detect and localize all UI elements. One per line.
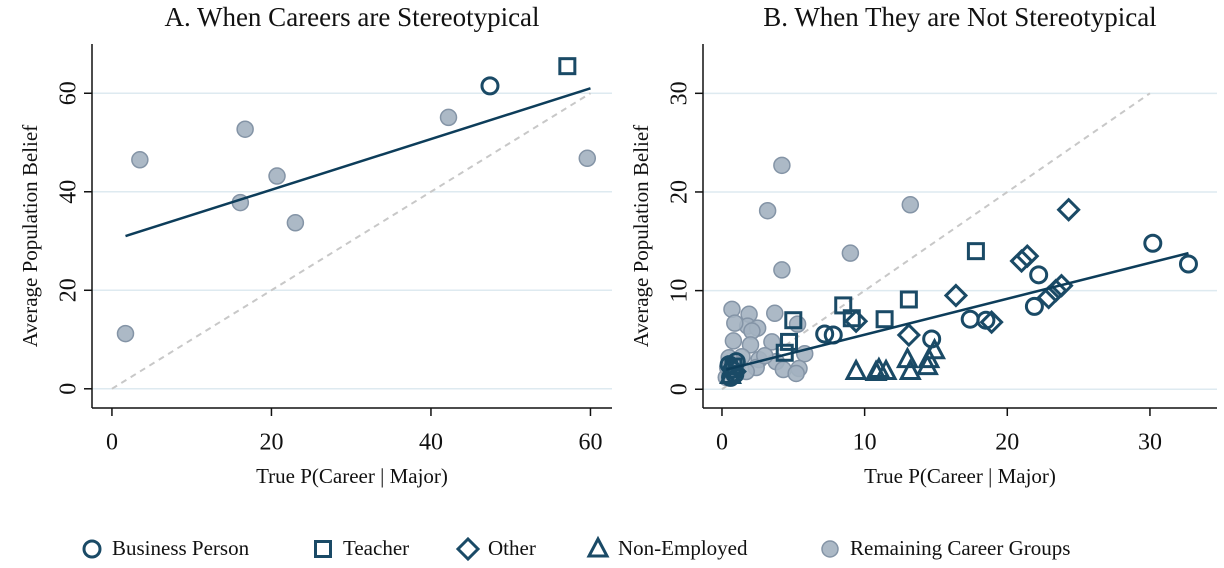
circle-marker xyxy=(480,76,500,96)
legend-label: Non-Employed xyxy=(618,536,748,560)
y-tick-label: 10 xyxy=(667,279,693,303)
dot-marker xyxy=(841,244,860,262)
dot-marker xyxy=(131,151,149,169)
circle-marker xyxy=(726,352,746,372)
diamond-marker xyxy=(1036,285,1061,310)
circle-marker xyxy=(1178,254,1198,274)
dot-marker xyxy=(236,120,254,138)
y-tick-label: 60 xyxy=(56,81,82,105)
diagonal-line xyxy=(721,92,1151,391)
dot-marker xyxy=(726,314,744,332)
x-tick-label: 0 xyxy=(106,430,118,456)
dot-marker xyxy=(724,332,743,350)
dot-marker xyxy=(788,315,807,333)
dot-marker xyxy=(766,304,784,323)
legend-label: Remaining Career Groups xyxy=(850,536,1070,560)
chart-title: B. When They are Not Stereotypical xyxy=(763,2,1156,32)
legend-label: Teacher xyxy=(343,536,409,560)
dot-marker xyxy=(773,156,791,175)
dot-marker xyxy=(741,336,760,354)
dot-marker xyxy=(901,196,920,214)
triangle-marker xyxy=(898,358,922,381)
triangle-marker xyxy=(915,353,939,376)
triangle-marker xyxy=(923,337,947,360)
dot-marker xyxy=(268,167,286,185)
x-tick-label: 10 xyxy=(853,430,877,456)
triangle-marker xyxy=(844,358,868,381)
y-tick-label: 20 xyxy=(667,180,693,204)
dot-marker xyxy=(787,364,805,383)
x-axis-label: True P(Career | Major) xyxy=(256,464,448,488)
x-tick-label: 20 xyxy=(995,430,1019,456)
y-tick-label: 30 xyxy=(667,81,693,105)
fit-line xyxy=(725,251,1189,371)
diamond-marker xyxy=(1056,197,1081,222)
diamond-marker xyxy=(1009,248,1034,274)
square-marker xyxy=(558,57,577,76)
circle-marker xyxy=(1143,233,1163,253)
y-tick-label: 0 xyxy=(667,383,693,395)
square-marker xyxy=(899,290,918,309)
y-axis-label: Average Population Belief xyxy=(18,125,42,347)
x-tick-label: 40 xyxy=(419,430,443,456)
x-axis-label: True P(Career | Major) xyxy=(864,464,1056,488)
chart-title: A. When Careers are Stereotypical xyxy=(164,2,539,32)
triangle-marker xyxy=(874,358,898,381)
dot-marker xyxy=(116,324,135,343)
triangle-marker xyxy=(719,362,743,384)
circle-marker xyxy=(815,324,835,344)
square-marker xyxy=(780,332,799,351)
x-tick-label: 30 xyxy=(1138,430,1162,456)
dot-marker xyxy=(578,149,597,168)
circle-marker xyxy=(960,309,980,329)
dot-marker xyxy=(286,214,305,232)
square-marker xyxy=(875,310,894,329)
legend-label: Other xyxy=(488,536,536,560)
square-marker xyxy=(966,242,985,261)
dot-marker xyxy=(821,540,839,558)
x-tick-label: 60 xyxy=(578,430,602,456)
circle-marker xyxy=(1024,296,1044,316)
diamond-marker xyxy=(979,310,1004,335)
y-axis-label: Average Population Belief xyxy=(629,125,653,347)
y-tick-label: 40 xyxy=(56,180,82,204)
dot-marker xyxy=(773,261,791,279)
diamond-marker xyxy=(455,536,481,562)
legend-label: Business Person xyxy=(112,536,250,560)
triangle-marker xyxy=(586,535,610,558)
square-marker xyxy=(314,540,332,558)
x-tick-label: 0 xyxy=(716,430,728,456)
dot-marker xyxy=(439,108,458,127)
fit-line xyxy=(125,87,591,238)
x-tick-label: 20 xyxy=(259,430,283,456)
square-marker xyxy=(784,311,803,330)
dot-marker xyxy=(758,201,777,220)
diamond-marker xyxy=(843,309,869,334)
circle-marker xyxy=(1029,265,1049,285)
y-tick-label: 0 xyxy=(56,383,82,395)
diamond-marker xyxy=(896,322,921,348)
diagonal-line xyxy=(111,92,591,390)
y-tick-label: 20 xyxy=(56,278,82,302)
circle-marker xyxy=(82,539,102,559)
diamond-marker xyxy=(943,283,969,308)
